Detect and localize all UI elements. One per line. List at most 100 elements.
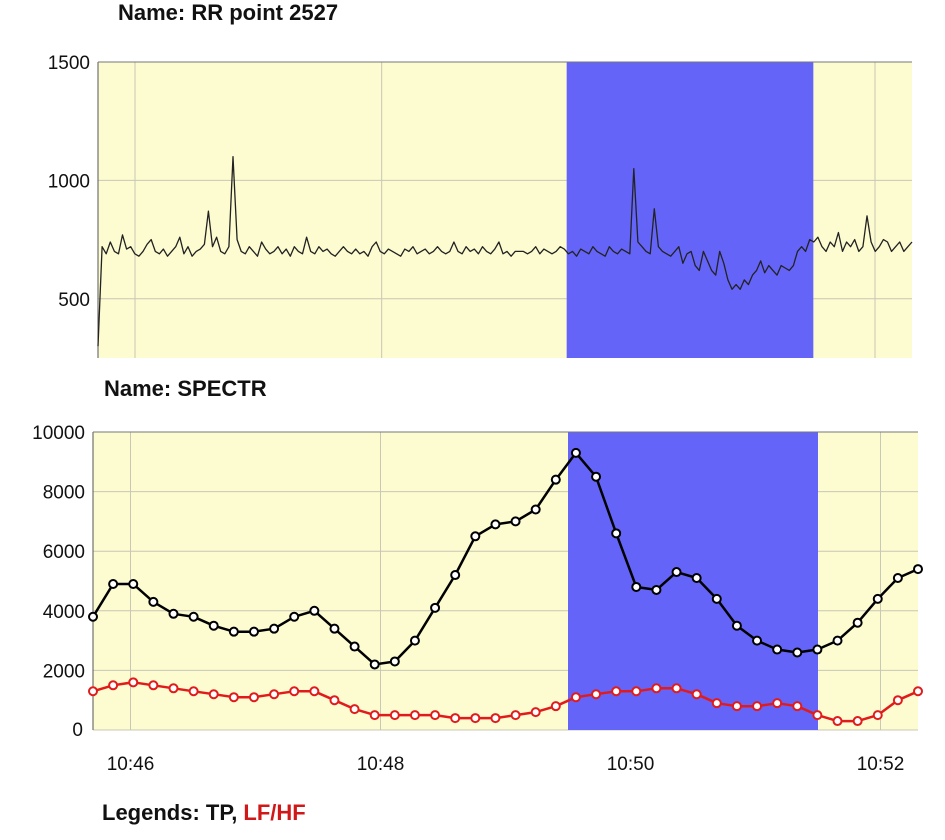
series-lf-hf-point (108, 680, 119, 691)
series-lf-hf-point (731, 701, 742, 712)
series-lf-hf-point (228, 692, 239, 703)
series-lf-hf-point (510, 710, 521, 721)
series-lf-hf-point (752, 701, 763, 712)
series-lf-hf-point (631, 686, 642, 697)
series-lf-hf-point (389, 710, 400, 721)
series-tp-point (430, 602, 441, 613)
y-tick-label: 4000 (43, 602, 85, 623)
y-tick-label: 10000 (32, 423, 85, 444)
series-tp-point (752, 635, 763, 646)
series-tp-point (711, 593, 722, 604)
series-tp-point (148, 596, 159, 607)
series-tp-point (550, 474, 561, 485)
series-tp-point (349, 641, 360, 652)
series-tp-point (792, 647, 803, 658)
series-lf-hf-point (872, 710, 883, 721)
y-tick-label: 1000 (48, 171, 90, 192)
series-tp-point (108, 578, 119, 589)
series-rr-line (97, 156, 913, 347)
y-tick-label: 8000 (43, 483, 85, 504)
chart-0: 500 1000 1500 (48, 53, 913, 358)
series-tp-point (470, 531, 481, 542)
series-tp-point (631, 581, 642, 592)
series-tp-point (872, 593, 883, 604)
series-tp-point (208, 620, 219, 631)
series-tp-point (852, 617, 863, 628)
series-tp-point (611, 528, 622, 539)
series-tp-point (510, 516, 521, 527)
series-tp-point (248, 626, 259, 637)
series-lf-hf-point (409, 710, 420, 721)
charts-canvas: 500 1000 1500 0 2000 4000 6000 8000 10000 10:46 10… (32, 53, 923, 775)
series-lf-hf-point (148, 680, 159, 691)
series-lf-hf-point (591, 689, 602, 700)
series-tp-point (832, 635, 843, 646)
series-tp-point (570, 447, 581, 458)
series-tp-point (88, 611, 98, 622)
legend-prefix: Legends: (102, 800, 206, 825)
series-lf-hf-point (550, 701, 561, 712)
series-tp-point (691, 573, 702, 584)
series-tp-point (812, 644, 823, 655)
series-tp-point (309, 605, 320, 616)
series-tp-point (490, 519, 501, 530)
series-tp-point (269, 623, 280, 634)
rr-chart-title: Name: RR point 2527 (118, 0, 339, 25)
series-tp-point (671, 567, 682, 578)
series-tp-point (530, 504, 541, 515)
y-tick-label: 0 (72, 720, 83, 741)
series-tp-point (409, 635, 420, 646)
series-tp-point (128, 578, 139, 589)
x-tick-label: 10:52 (857, 754, 905, 775)
series-lf-hf-point (349, 704, 360, 715)
series-tp-point (168, 608, 179, 619)
x-tick-label: 10:50 (607, 754, 655, 775)
spectr-chart-title: Name: SPECTR (104, 376, 267, 401)
series-lf-hf-point (671, 683, 682, 694)
legend: Legends: TP, LF/HF (102, 800, 306, 826)
series-tp-point (188, 611, 199, 622)
x-tick-label: 10:48 (357, 754, 405, 775)
y-tick-label: 6000 (43, 542, 85, 563)
series-tp-point (591, 471, 602, 482)
series-tp-point (651, 584, 662, 595)
highlight-band (566, 62, 814, 358)
series-lf-hf-point (772, 698, 783, 709)
legend-lfhf: LF/HF (243, 800, 306, 825)
series-lf-hf-point (369, 710, 380, 721)
series-lf-hf-point (832, 716, 843, 727)
series-tp-point (450, 570, 461, 581)
series-lf-hf-point (530, 707, 541, 718)
legend-tp: TP (205, 800, 232, 825)
series-lf-hf-point (248, 692, 259, 703)
series-tp-point (731, 620, 742, 631)
y-tick-label: 1500 (48, 53, 90, 74)
legend-sep: , (231, 800, 244, 825)
series-lf-hf-point (470, 713, 481, 724)
series-lf-hf-point (490, 713, 501, 724)
series-lf-hf-point (168, 683, 179, 694)
series-lf-hf-point (88, 686, 98, 697)
series-lf-hf-point (570, 692, 581, 703)
series-lf-hf-point (852, 716, 863, 727)
series-lf-hf-point (611, 686, 622, 697)
series-lf-hf-point (892, 695, 903, 706)
series-lf-hf-point (812, 710, 823, 721)
series-tp-point (369, 659, 380, 670)
series-lf-hf-point (289, 686, 300, 697)
x-tick-label: 10:46 (107, 754, 155, 775)
series-lf-hf-point (208, 689, 219, 700)
series-lf-hf-point (188, 686, 199, 697)
series-tp-point (389, 656, 400, 667)
series-tp-point (772, 644, 783, 655)
series-lf-hf-point (913, 686, 923, 697)
y-tick-label: 2000 (43, 661, 85, 682)
series-lf-hf-point (430, 710, 441, 721)
series-lf-hf-point (329, 695, 340, 706)
series-lf-hf-point (651, 683, 662, 694)
series-lf-hf-point (450, 713, 461, 724)
series-tp-point (329, 623, 340, 634)
chart-1: 0 2000 4000 6000 8000 10000 10:46 10:48 10:50 10:… (32, 423, 923, 775)
series-lf-hf-point (711, 698, 722, 709)
series-lf-hf-point (792, 701, 803, 712)
